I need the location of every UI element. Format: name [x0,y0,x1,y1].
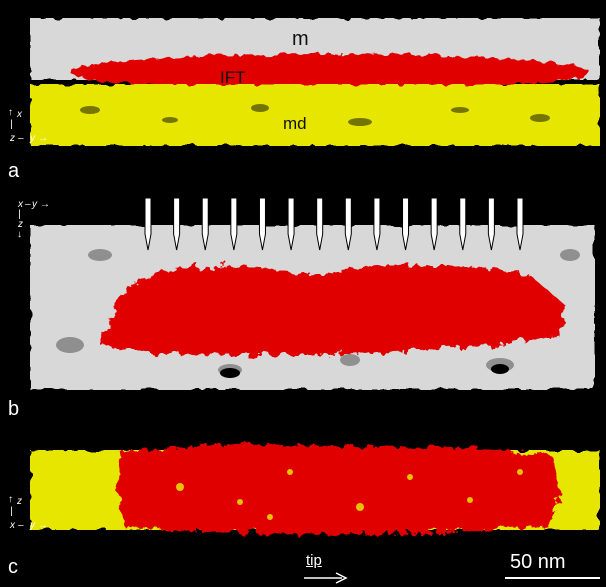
periodicity-arrow [487,197,495,251]
periodicity-arrow [173,197,181,251]
periodicity-arrow [287,197,295,251]
microtubule-doublet-layer [30,84,600,146]
axis-c-right: y [30,520,35,531]
axis-b-right: y [32,199,37,210]
periodicity-arrow [316,197,324,251]
label-md: md [283,114,307,133]
periodicity-arrow [144,197,152,251]
ift-train [70,54,590,90]
panel-b-render [30,225,595,390]
ift-train-side-view [118,444,560,534]
panel-a [30,10,600,160]
panel-c [30,432,600,542]
axis-a-mid: z [10,133,15,144]
periodicity-arrow [402,197,410,251]
scale-bar [505,577,600,579]
ift-train-top-view [100,265,565,355]
axis-a-right: y [30,133,35,144]
tip-label: tip [306,552,322,569]
tip-arrow-icon [304,572,348,584]
panel-b [30,195,600,395]
periodicity-arrow [344,197,352,251]
panel-c-render [30,444,600,534]
axis-b-down: z [18,219,23,230]
scale-bar-label: 50 nm [510,551,566,573]
axis-a-up: x [17,109,22,120]
periodicity-arrow [258,197,266,251]
panel-label-a: a [8,160,20,182]
periodicity-arrow [201,197,209,251]
panel-label-c: c [8,556,18,578]
axes-b: x – y → | z ↓ [17,199,50,240]
periodicity-arrow [230,197,238,251]
label-membrane: m [292,28,309,50]
periodicity-arrow [516,197,524,251]
axis-c-left: x [10,520,15,531]
panel-label-b: b [8,398,20,420]
label-ift: IFT [220,68,246,87]
periodicity-arrow [430,197,438,251]
periodicity-arrow [459,197,467,251]
periodicity-arrows [144,197,524,251]
axes-c: ↑ z | x – y → [8,494,48,531]
axis-c-up: z [17,496,22,507]
axis-b-left: x [18,199,23,210]
periodicity-arrow [373,197,381,251]
axes-a: ↑ x | z – y → [8,107,48,144]
panel-a-render [30,18,600,146]
